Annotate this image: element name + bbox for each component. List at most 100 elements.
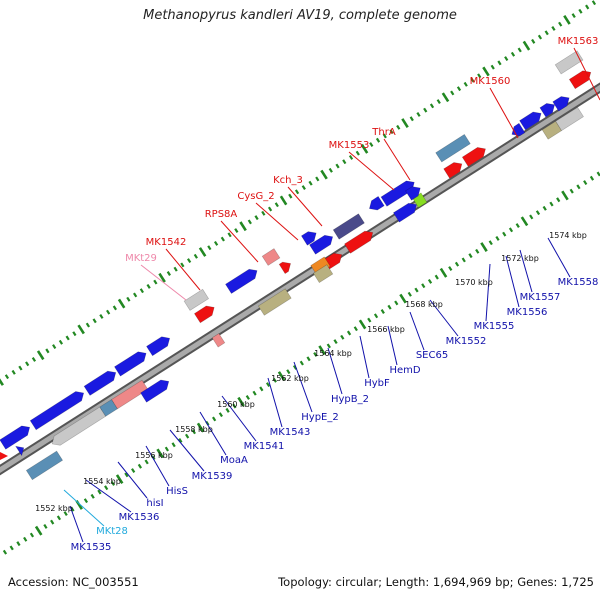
scale-ticks [0, 0, 600, 555]
tick-mark [186, 258, 192, 264]
gene-label: HemD [389, 365, 420, 376]
tick-mark [409, 116, 414, 122]
tick-mark [166, 271, 171, 276]
tick-mark [90, 493, 95, 499]
genome-backbone [0, 82, 600, 476]
tick-mark [237, 396, 245, 407]
tick-mark [450, 90, 455, 96]
gene-label: MK1535 [71, 542, 112, 553]
tick-mark [247, 219, 252, 225]
scale-labels: 1552 kbp 1554 kbp 1556 kbp 1558 kbp 1560 kbp… [35, 231, 587, 513]
tick-mark [225, 407, 230, 413]
tick-mark [56, 515, 62, 521]
tick-mark [346, 330, 352, 336]
gene-30 [435, 133, 471, 163]
gene-5 [51, 406, 107, 446]
tick-mark [591, 0, 597, 6]
tick-mark [569, 188, 574, 194]
tick-mark [589, 175, 595, 181]
map-title: Methanopyrus kandleri AV19, complete gen… [143, 8, 457, 23]
tick-mark [227, 232, 232, 238]
connector-bottom [63, 489, 105, 527]
tick-mark [220, 236, 225, 242]
tick-mark [97, 489, 102, 495]
tick-mark [232, 403, 237, 409]
gene-label: CysG_2 [237, 191, 274, 202]
tick-mark [439, 267, 448, 278]
tick-mark [146, 283, 151, 289]
scale-label: 1556 kbp [135, 451, 173, 460]
tick-mark [131, 468, 136, 473]
connector-bottom [387, 325, 398, 366]
gene-label: MK1560 [470, 76, 511, 87]
tick-mark [461, 257, 466, 263]
tick-mark [495, 235, 500, 241]
gene-label: hisI [146, 498, 163, 509]
tick-mark [531, 38, 536, 44]
gene-label: MK1536 [119, 512, 160, 523]
tick-mark [117, 298, 126, 309]
gene-label: SEC65 [416, 350, 448, 361]
tick-mark [315, 176, 320, 182]
gene-25 [369, 195, 385, 211]
tick-mark [542, 205, 547, 211]
tick-mark [401, 118, 409, 128]
connector-bottom [221, 395, 257, 442]
gene-10 [15, 445, 25, 457]
tick-mark [488, 240, 493, 246]
tick-mark [380, 309, 385, 314]
tick-mark [185, 433, 190, 439]
tick-mark [36, 350, 45, 361]
tick-mark [288, 193, 293, 199]
tick-mark [52, 344, 57, 350]
tick-mark [110, 480, 116, 486]
tick-mark [510, 51, 516, 57]
gene-35 [539, 103, 555, 118]
gene-24 [300, 231, 317, 246]
tick-mark [517, 47, 522, 53]
gene-label: HypE_2 [301, 412, 338, 423]
tick-mark [328, 167, 333, 173]
tick-mark [104, 485, 109, 491]
gene-12 [193, 305, 215, 324]
tick-mark [213, 240, 219, 246]
tick-mark [77, 324, 85, 335]
tick-mark [65, 335, 70, 341]
tick-mark [25, 361, 30, 367]
connector-top [140, 264, 187, 301]
gene-36 [552, 96, 570, 112]
tick-mark [180, 262, 185, 268]
connector-bottom [145, 445, 170, 487]
gene-4 [146, 336, 171, 357]
tick-mark [83, 498, 89, 504]
gene-11 [183, 288, 210, 311]
tick-mark [463, 81, 468, 87]
tick-mark [294, 189, 300, 195]
connector-top [489, 87, 519, 139]
tick-mark [369, 142, 374, 147]
tick-mark [43, 523, 48, 529]
gene-label: MK1543 [270, 427, 311, 438]
tick-mark [261, 210, 266, 216]
tick-mark [267, 206, 273, 212]
tick-mark [382, 133, 387, 139]
connector-bottom [327, 347, 343, 395]
connector-bottom [85, 479, 132, 513]
tick-mark [394, 300, 399, 306]
connector-top [287, 186, 323, 227]
tick-mark [326, 343, 331, 349]
tick-mark [318, 345, 326, 356]
connector-bottom [267, 377, 283, 428]
gene-0 [0, 425, 31, 450]
connector-bottom [519, 249, 533, 293]
tick-mark [396, 124, 401, 130]
tick-mark [448, 266, 453, 271]
connector-top [573, 47, 600, 101]
tick-mark [502, 231, 507, 237]
tick-mark [399, 293, 407, 304]
gene-label: MK1552 [446, 336, 487, 347]
connector-top [220, 220, 259, 263]
gene-label: MK1557 [520, 292, 561, 303]
tick-mark [112, 305, 117, 311]
gene-34 [519, 111, 542, 131]
